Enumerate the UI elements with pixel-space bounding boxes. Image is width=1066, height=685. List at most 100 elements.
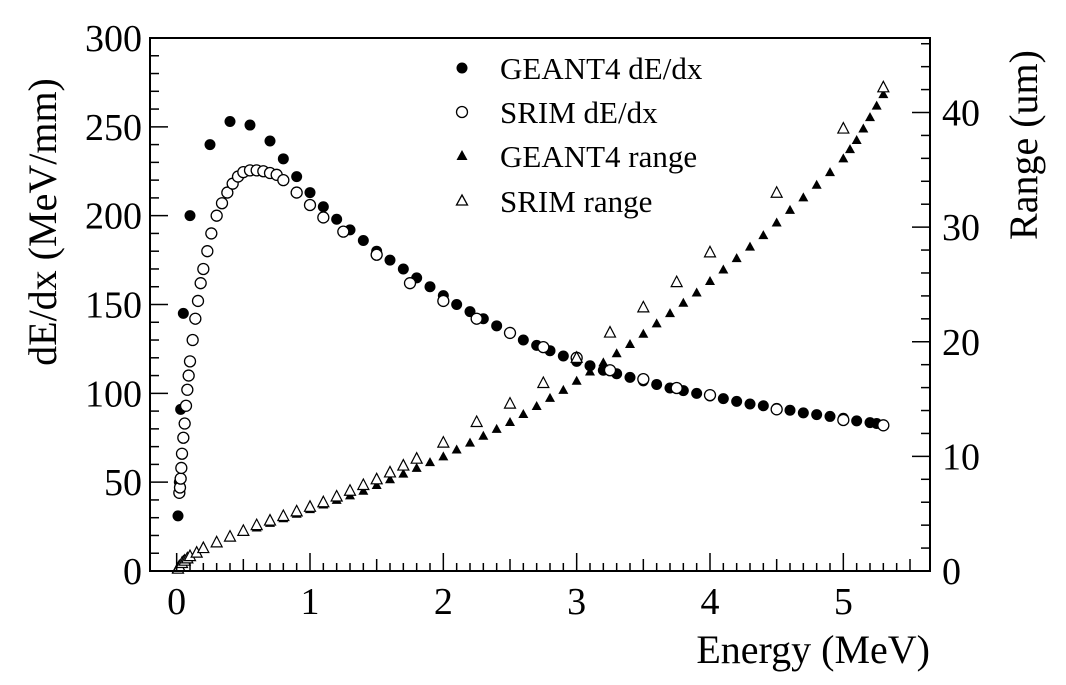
data-point (611, 348, 622, 358)
x-tick-label: 4 (701, 581, 720, 623)
legend-marker-srim-dedx (455, 105, 469, 119)
data-point (177, 431, 190, 444)
data-point (545, 392, 555, 402)
axes (149, 37, 931, 572)
x-tick-label: 5 (834, 581, 853, 623)
data-point (703, 245, 717, 258)
data-point (205, 227, 218, 240)
data-point (356, 477, 370, 491)
data-point (186, 333, 199, 347)
data-point (503, 326, 517, 340)
data-point (291, 171, 303, 183)
data-point (424, 281, 436, 293)
data-point (398, 468, 409, 478)
data-point (651, 318, 662, 328)
data-point (876, 79, 890, 93)
data-point (189, 312, 202, 325)
data-point (558, 384, 569, 394)
data-point (174, 472, 187, 485)
data-point (636, 300, 650, 313)
data-point (304, 187, 316, 199)
data-point (570, 350, 584, 363)
data-point (191, 294, 205, 308)
data-point (410, 451, 424, 464)
data-point (531, 400, 542, 410)
data-point (878, 89, 889, 99)
data-point (824, 410, 836, 422)
data-point (425, 457, 435, 467)
data-point (624, 371, 636, 383)
data-point (678, 297, 689, 307)
series-srim-de-dx (173, 164, 890, 499)
legend-label-srim-range: SRIM range (500, 184, 652, 219)
data-point (250, 517, 264, 531)
data-point (845, 144, 855, 154)
data-point (537, 340, 550, 354)
data-point (717, 393, 729, 405)
data-point (871, 100, 882, 110)
legend-marker-geant4-range (456, 150, 468, 160)
data-points (171, 79, 890, 574)
data-point (771, 217, 782, 227)
data-point (705, 276, 715, 286)
data-point (785, 204, 795, 214)
data-point (757, 400, 769, 412)
data-point (465, 437, 475, 447)
data-point (518, 408, 529, 418)
data-point (276, 508, 290, 522)
data-point (665, 308, 675, 318)
data-point (858, 123, 869, 133)
data-point (838, 153, 849, 163)
data-point (197, 262, 210, 276)
data-point (221, 186, 234, 199)
data-point (651, 378, 663, 390)
data-point (703, 388, 717, 402)
data-point (797, 407, 809, 419)
legend-entry-srim-dedx: SRIM dE/dx (455, 95, 658, 130)
data-point (172, 510, 184, 522)
data-point (236, 523, 250, 536)
y-tick-label: 200 (85, 196, 142, 238)
legend-entry-geant4-range: GEANT4 range (456, 139, 697, 174)
data-point (411, 462, 422, 472)
data-point (223, 529, 237, 542)
legend-entry-geant4-dedx: GEANT4 dE/dx (456, 51, 703, 86)
data-point (436, 435, 450, 448)
data-point (330, 489, 344, 502)
data-point (290, 186, 303, 199)
data-point (264, 135, 276, 147)
data-point (331, 213, 343, 225)
data-point (825, 167, 835, 177)
x-tick-label: 1 (301, 581, 320, 623)
y2-tick-label: 30 (942, 207, 980, 249)
data-point (503, 396, 517, 409)
y-tick-label: 250 (85, 107, 142, 149)
data-point (517, 334, 529, 346)
data-point (438, 451, 449, 461)
data-point (175, 447, 189, 460)
data-point (437, 294, 450, 308)
data-point (201, 245, 214, 258)
data-point (290, 504, 304, 517)
data-point (470, 414, 484, 428)
y-axis-title: dE/dx (MeV/mm) (20, 78, 65, 366)
data-point (744, 398, 756, 410)
data-point (865, 112, 875, 122)
legend-label-srim-dedx: SRIM dE/dx (500, 95, 658, 130)
data-point (638, 328, 649, 338)
data-point (337, 225, 350, 238)
data-point (178, 417, 191, 430)
y2-tick-label: 0 (942, 551, 961, 593)
legend-marker-geant4-dedx (456, 62, 468, 74)
data-point (371, 480, 382, 490)
data-point (215, 197, 229, 210)
data-point (358, 485, 369, 495)
data-point (184, 210, 196, 222)
data-point (598, 357, 609, 367)
legend-marker-srim-range (455, 193, 469, 206)
data-point (303, 198, 317, 212)
data-point (718, 264, 729, 274)
data-point (451, 444, 462, 454)
data-point (177, 307, 189, 319)
